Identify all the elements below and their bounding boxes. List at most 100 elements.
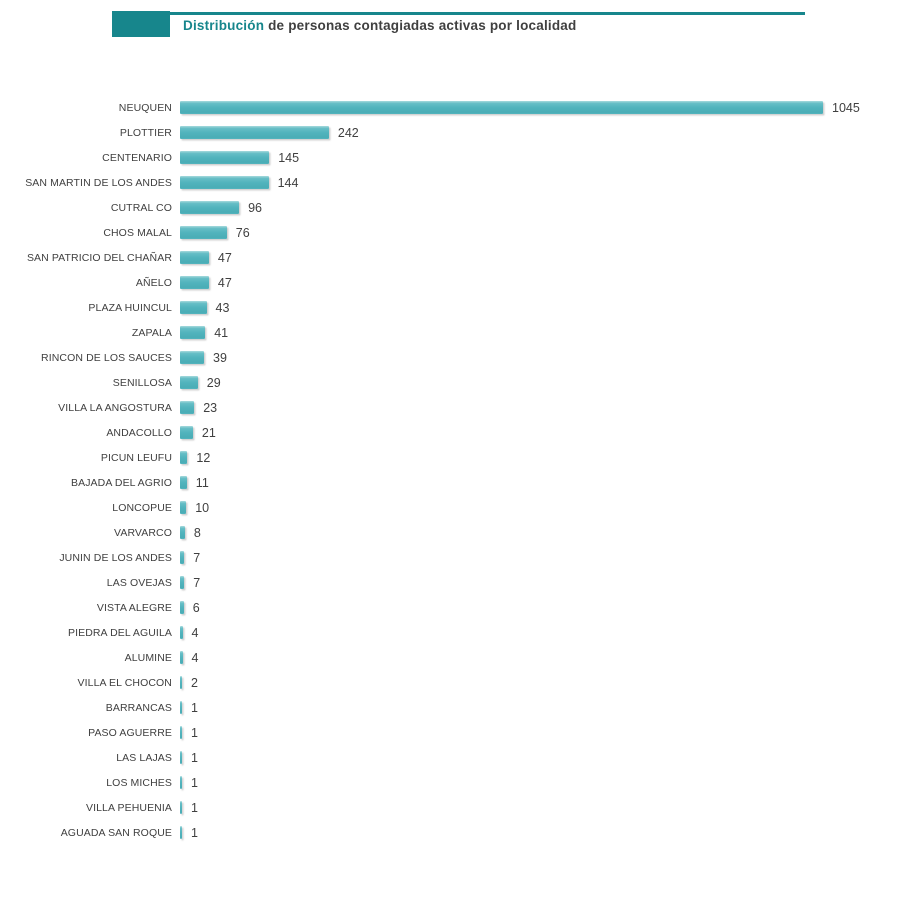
- bar-row: BARRANCAS 1: [0, 695, 919, 720]
- value-label: 7: [193, 575, 201, 590]
- bar-row: LAS OVEJAS 7: [0, 570, 919, 595]
- bar-row: LOS MICHES 1: [0, 770, 919, 795]
- category-label: ANDACOLLO: [106, 426, 172, 439]
- bar-row: VILLA EL CHOCON 2: [0, 670, 919, 695]
- category-label: ZAPALA: [131, 326, 172, 339]
- bar-row: PLAZA HUINCUL 43: [0, 295, 919, 320]
- value-label: 43: [215, 300, 230, 315]
- category-label: LOS MICHES: [106, 776, 172, 789]
- value-label: 242: [337, 125, 359, 140]
- bar-chart: NEUQUEN 1045 PLOTTIER 242 CENTENARIO 145 SAN M…: [0, 95, 919, 845]
- value-label: 1: [191, 800, 198, 815]
- value-label: 47: [217, 275, 232, 290]
- bar-row: BAJADA DEL AGRIO 11: [0, 470, 919, 495]
- bar-row: SENILLOSA 29: [0, 370, 919, 395]
- category-label: PICUN LEUFU: [100, 451, 172, 464]
- bar: [180, 151, 270, 164]
- bar: [180, 576, 185, 589]
- value-label: 1: [191, 750, 198, 765]
- bar: [180, 226, 227, 239]
- category-label: AÑELO: [135, 276, 172, 289]
- bar-row: RINCON DE LOS SAUCES 39: [0, 345, 919, 370]
- value-label: 23: [203, 400, 218, 415]
- bar: [180, 526, 185, 539]
- value-label: 4: [191, 625, 199, 640]
- bar-row: PASO AGUERRE 1: [0, 720, 919, 745]
- value-label: 7: [193, 550, 201, 565]
- value-label: 1: [191, 725, 198, 740]
- category-label: JUNIN DE LOS ANDES: [59, 551, 172, 564]
- bar-row: SAN PATRICIO DEL CHAÑAR 47: [0, 245, 919, 270]
- bar-row: VILLA PEHUENIA 1: [0, 795, 919, 820]
- page-title: Distribución de personas contagiadas act…: [183, 18, 576, 33]
- category-label: PLAZA HUINCUL: [88, 301, 172, 314]
- value-label: 8: [193, 525, 201, 540]
- category-label: VISTA ALEGRE: [96, 601, 172, 614]
- bar: [180, 501, 187, 514]
- bar-row: ALUMINE 4: [0, 645, 919, 670]
- category-label: AGUADA SAN ROQUE: [60, 826, 172, 839]
- category-label: SAN PATRICIO DEL CHAÑAR: [26, 251, 172, 264]
- value-label: 1: [191, 825, 198, 840]
- page-title-rest: de personas contagiadas activas por loca…: [264, 18, 577, 33]
- bar: [180, 701, 182, 714]
- bar-row: PLOTTIER 242: [0, 120, 919, 145]
- value-label: 47: [217, 250, 232, 265]
- bar: [180, 201, 240, 214]
- category-label: VARVARCO: [114, 526, 172, 539]
- value-label: 41: [214, 325, 229, 340]
- bar-row: VARVARCO 8: [0, 520, 919, 545]
- bar: [180, 426, 193, 439]
- value-label: 2: [191, 675, 198, 690]
- bar-row: AÑELO 47: [0, 270, 919, 295]
- bar: [180, 251, 209, 264]
- bar-row: AGUADA SAN ROQUE 1: [0, 820, 919, 845]
- bar: [180, 726, 182, 739]
- bar-row: SAN MARTIN DE LOS ANDES 144: [0, 170, 919, 195]
- value-label: 12: [196, 450, 211, 465]
- category-label: RINCON DE LOS SAUCES: [41, 351, 172, 364]
- bar-row: ANDACOLLO 21: [0, 420, 919, 445]
- value-label: 21: [201, 425, 216, 440]
- bar-row: CHOS MALAL 76: [0, 220, 919, 245]
- bar: [180, 801, 182, 814]
- category-label: SAN MARTIN DE LOS ANDES: [25, 176, 172, 189]
- bar: [180, 276, 209, 289]
- bar: [180, 676, 182, 689]
- bar: [180, 601, 184, 614]
- category-label: CENTENARIO: [102, 151, 172, 164]
- category-label: VILLA PEHUENIA: [85, 801, 172, 814]
- bar: [180, 751, 182, 764]
- bar-row: NEUQUEN 1045: [0, 95, 919, 120]
- page-title-highlight: Distribución: [183, 18, 265, 33]
- bar-row: JUNIN DE LOS ANDES 7: [0, 545, 919, 570]
- bar: [180, 401, 195, 414]
- bar: [180, 451, 188, 464]
- bar: [180, 351, 204, 364]
- category-label: VILLA EL CHOCON: [77, 676, 172, 689]
- category-label: LAS LAJAS: [116, 751, 172, 764]
- bar: [180, 826, 182, 839]
- category-label: CHOS MALAL: [103, 226, 172, 239]
- bar: [180, 326, 206, 339]
- bar-row: VISTA ALEGRE 6: [0, 595, 919, 620]
- value-label: 145: [278, 150, 300, 165]
- value-label: 1: [191, 775, 198, 790]
- category-label: SENILLOSA: [112, 376, 172, 389]
- value-label: 29: [206, 375, 221, 390]
- value-label: 4: [191, 650, 199, 665]
- bar-row: CENTENARIO 145: [0, 145, 919, 170]
- bar: [180, 626, 183, 639]
- value-label: 1: [191, 700, 198, 715]
- value-label: 10: [195, 500, 210, 515]
- bar-row: PICUN LEUFU 12: [0, 445, 919, 470]
- value-label: 39: [213, 350, 227, 365]
- bar: [180, 301, 207, 314]
- category-label: PIEDRA DEL AGUILA: [67, 626, 172, 639]
- bar-row: VILLA LA ANGOSTURA 23: [0, 395, 919, 420]
- bar: [180, 126, 329, 139]
- category-label: PLOTTIER: [119, 126, 172, 139]
- category-label: BAJADA DEL AGRIO: [71, 476, 172, 489]
- bar-row: PIEDRA DEL AGUILA 4: [0, 620, 919, 645]
